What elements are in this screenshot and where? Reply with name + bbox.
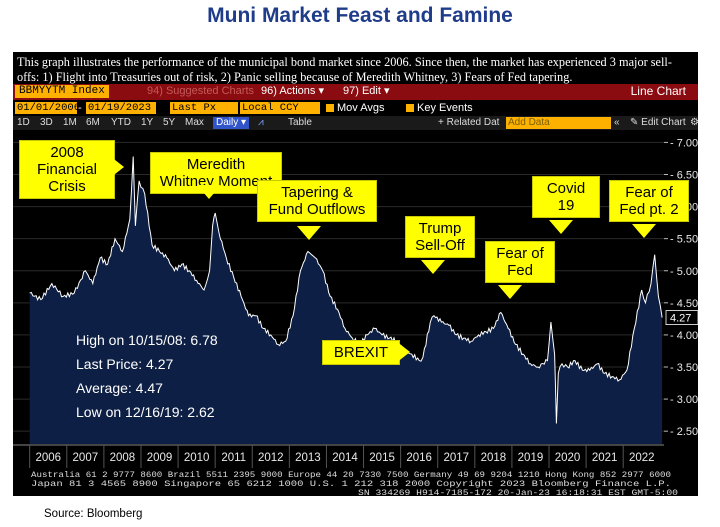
- x-axis-band: [13, 444, 698, 496]
- range-6m[interactable]: 6M: [86, 117, 100, 128]
- x-tick-label: 2018: [481, 452, 507, 464]
- currency-field[interactable]: Local CCY: [240, 102, 320, 114]
- footer-line-1: Australia 61 2 9777 8600 Brazil 5511 239…: [31, 471, 671, 480]
- actions-menu[interactable]: 96) Actions ▾: [261, 85, 325, 97]
- x-tick-label: 2015: [369, 452, 395, 464]
- start-date-field[interactable]: 01/01/2006: [15, 102, 81, 114]
- stat-high: High on 10/15/08: 6.78: [76, 332, 218, 348]
- chart-canvas: - 7.00- 6.50- 6.00- 5.50- 5.00- 4.50- 4.…: [13, 137, 698, 496]
- stat-low: Low on 12/16/19: 2.62: [76, 404, 215, 420]
- x-tick-label: 2017: [443, 452, 469, 464]
- x-tick-label: 2021: [592, 452, 618, 464]
- x-tick-label: 2012: [258, 452, 284, 464]
- range-5y[interactable]: 5Y: [163, 117, 176, 128]
- pencil-icon: ✎: [630, 117, 639, 128]
- end-date-field[interactable]: 01/19/2023: [86, 102, 156, 114]
- annotation-callout: Fear of Fed pt. 2: [609, 180, 689, 222]
- annotation-callout: Fear of Fed: [485, 241, 555, 283]
- x-tick-label: 2009: [147, 452, 173, 464]
- y-tick-label: - 2.50: [670, 426, 698, 438]
- edit-chart-button[interactable]: ✎ Edit Chart: [630, 117, 686, 128]
- last-value-box: [665, 310, 698, 325]
- source-note: Source: Bloomberg: [44, 508, 143, 520]
- chart-style-icon[interactable]: ⩘: [258, 117, 264, 128]
- key-events-toggle[interactable]: Key Events: [406, 102, 473, 114]
- footer-line-2: Japan 81 3 4565 8900 Singapore 65 6212 1…: [31, 480, 671, 489]
- terminal-toolbar: BBMYYTM Index 94) Suggested Charts 96) A…: [13, 84, 698, 100]
- range-1d[interactable]: 1D: [17, 117, 30, 128]
- y-tick-label: - 5.00: [670, 266, 698, 278]
- add-data-input[interactable]: Add Data: [506, 117, 611, 129]
- table-button[interactable]: Table: [288, 117, 312, 128]
- checkbox-icon: [406, 104, 414, 112]
- related-data-button[interactable]: + Related Dat: [438, 117, 500, 128]
- price-field[interactable]: Last Px: [170, 102, 238, 114]
- checkbox-icon: [326, 104, 334, 112]
- x-tick-label: 2019: [518, 452, 544, 464]
- x-tick-label: 2008: [110, 452, 136, 464]
- range-ytd[interactable]: YTD: [111, 117, 131, 128]
- range-toolbar: 1D 3D 1M 6M YTD 1Y 5Y Max Daily ▾ ⩘ Tabl…: [13, 116, 698, 130]
- y-tick-label: - 6.50: [670, 170, 698, 182]
- x-tick-label: 2022: [629, 452, 655, 464]
- y-tick-label: - 3.00: [670, 394, 698, 406]
- annotation-callout: Trump Sell-Off: [405, 216, 475, 258]
- y-tick-label: - 7.00: [670, 137, 698, 149]
- date-separator: -: [78, 102, 82, 114]
- y-tick-label: - 4.50: [670, 298, 698, 310]
- x-tick-label: 2010: [184, 452, 210, 464]
- x-tick-label: 2016: [406, 452, 432, 464]
- annotation-arrow-icon: [396, 341, 410, 363]
- chart-type-label: Line Chart: [630, 84, 686, 98]
- annotation-callout: Tapering & Fund Outflows: [257, 180, 377, 222]
- y-tick-label: - 4.00: [670, 330, 698, 342]
- annotation-arrow-icon: [110, 156, 124, 178]
- x-tick-label: 2013: [295, 452, 321, 464]
- annotation-arrow-icon: [549, 220, 573, 234]
- dropdown-arrow-icon: ▾: [383, 85, 390, 97]
- edit-menu[interactable]: 97) Edit ▾: [343, 85, 390, 97]
- suggested-charts-menu[interactable]: 94) Suggested Charts: [147, 85, 255, 97]
- settings-icon[interactable]: ⚙: [690, 117, 698, 128]
- stat-last-price: Last Price: 4.27: [76, 356, 174, 372]
- x-tick-label: 2020: [555, 452, 581, 464]
- annotation-arrow-icon: [297, 226, 321, 240]
- annotation-callout: 2008 Financial Crisis: [19, 140, 115, 199]
- range-max[interactable]: Max: [185, 117, 204, 128]
- chart-description: This graph illustrates the performance o…: [17, 55, 672, 84]
- x-tick-label: 2014: [332, 452, 358, 464]
- x-tick-label: 2011: [221, 452, 246, 464]
- range-3d[interactable]: 3D: [40, 117, 53, 128]
- y-tick-label: - 3.50: [670, 362, 698, 374]
- mov-avgs-toggle[interactable]: Mov Avgs: [326, 102, 385, 114]
- date-range-bar: 01/01/2006 - 01/19/2023 Last Px Local CC…: [13, 101, 698, 116]
- annotation-arrow-icon: [498, 285, 522, 299]
- bloomberg-chart-panel: This graph illustrates the performance o…: [13, 52, 698, 496]
- annotation-callout: Covid 19: [532, 176, 600, 218]
- annotation-arrow-icon: [197, 185, 221, 199]
- x-tick-label: 2006: [35, 452, 61, 464]
- ticker-field[interactable]: BBMYYTM Index: [15, 85, 109, 98]
- series-area: [29, 156, 663, 444]
- y-tick-label: - 5.50: [670, 234, 698, 246]
- dropdown-arrow-icon: ▾: [241, 117, 247, 128]
- annotation-callout: BREXIT: [322, 340, 400, 365]
- annotation-arrow-icon: [632, 224, 656, 238]
- page-title: Muni Market Feast and Famine: [207, 4, 513, 27]
- stat-average: Average: 4.47: [76, 380, 163, 396]
- range-1y[interactable]: 1Y: [141, 117, 154, 128]
- dropdown-arrow-icon: ▾: [318, 85, 325, 97]
- x-tick-label: 2007: [73, 452, 99, 464]
- range-1m[interactable]: 1M: [63, 117, 77, 128]
- last-value-label: 4.27: [670, 313, 691, 325]
- annotation-arrow-icon: [421, 260, 445, 274]
- footer-line-3: SN 334269 H914-7185-172 20-Jan-23 16:18:…: [358, 489, 678, 496]
- period-select[interactable]: Daily ▾: [213, 117, 250, 129]
- collapse-icon[interactable]: «: [614, 117, 620, 128]
- series-line: [29, 156, 663, 424]
